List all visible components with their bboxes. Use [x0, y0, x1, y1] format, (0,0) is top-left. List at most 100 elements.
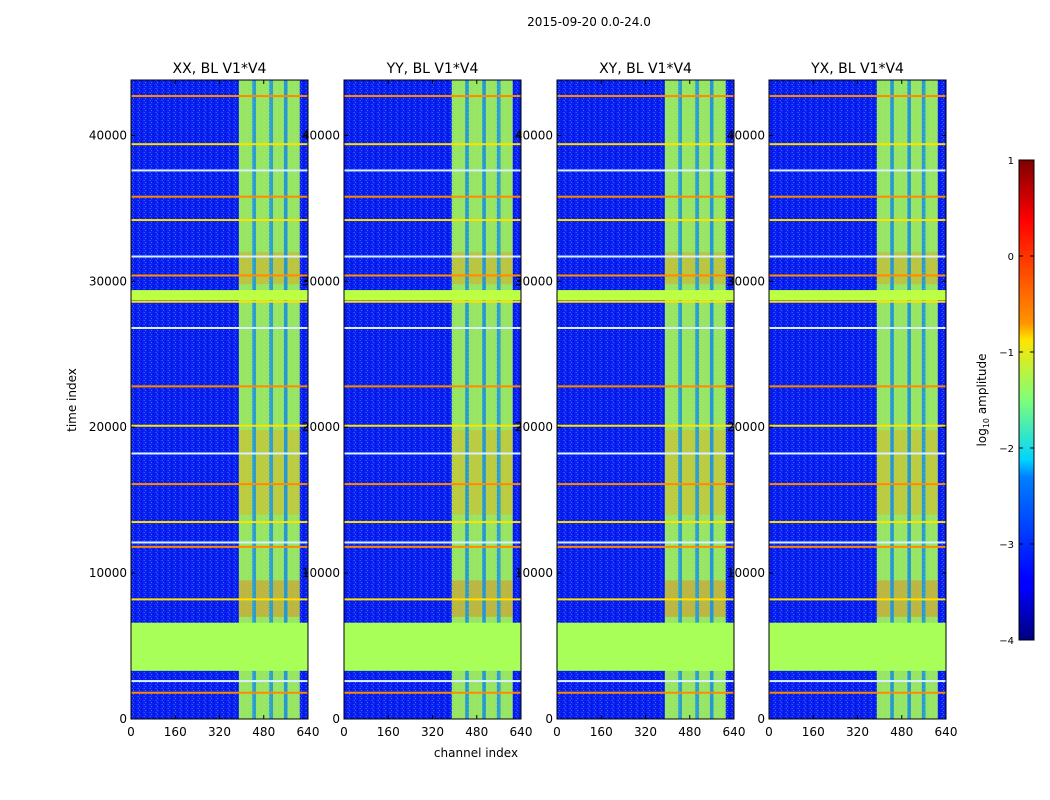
- colorbar-tick-label: −1: [999, 348, 1014, 359]
- x-tick-label: 480: [678, 725, 701, 739]
- rfi-row: [344, 274, 521, 277]
- rfi-row: [344, 385, 521, 388]
- bright-subband: [500, 80, 513, 719]
- bright-patch: [713, 430, 726, 515]
- y-tick-label: 0: [332, 712, 340, 726]
- rfi-row: [131, 452, 308, 455]
- rfi-row: [344, 452, 521, 455]
- bright-subband: [681, 80, 696, 719]
- heatmap-panels: XX, BL V1*V4 0 160 320 480 640 0 10000 20000 3000…: [89, 61, 958, 739]
- bright-patch: [485, 430, 497, 515]
- rfi-row: [344, 143, 521, 146]
- rfi-row: [131, 541, 308, 544]
- colorbar-ticks: 1 0 −1 −2 −3 −4: [999, 156, 1034, 647]
- panel-yx: YX, BL V1*V4 0 160 320 480 640 0 10000 20000 3000…: [727, 61, 958, 739]
- y-tick-label: 20000: [515, 420, 553, 434]
- x-tick-label: 480: [890, 725, 913, 739]
- rfi-row: [131, 598, 308, 601]
- flagged-row-block: [344, 290, 521, 301]
- bright-subband: [713, 80, 726, 719]
- rfi-row: [131, 385, 308, 388]
- heatmap-image: [769, 80, 946, 719]
- rfi-row: [557, 598, 734, 601]
- y-tick-label: 40000: [727, 128, 765, 142]
- flagged-row-block: [769, 290, 946, 301]
- y-tick-label: 10000: [515, 566, 553, 580]
- rfi-row: [769, 545, 946, 548]
- x-tick-label: 480: [465, 725, 488, 739]
- rfi-row: [131, 143, 308, 146]
- y-tick-label: 40000: [515, 128, 553, 142]
- x-tick-label: 160: [164, 725, 187, 739]
- bright-patch: [451, 430, 466, 515]
- panel-yy: YY, BL V1*V4 0 160 320 480 640 0 10000 20000 3000…: [302, 61, 533, 739]
- rfi-row: [769, 385, 946, 388]
- rfi-row: [131, 195, 308, 198]
- rfi-row: [131, 483, 308, 486]
- y-tick-label: 30000: [302, 274, 340, 288]
- bright-patch: [910, 430, 922, 515]
- colorbar-tick-label: −4: [999, 636, 1014, 647]
- y-tick-label: 30000: [515, 274, 553, 288]
- rfi-row: [344, 255, 521, 258]
- rfi-row: [557, 691, 734, 694]
- y-tick-label: 0: [545, 712, 553, 726]
- y-axis-label: time index: [65, 368, 79, 432]
- rfi-row: [131, 424, 308, 427]
- bright-patch: [238, 430, 253, 515]
- rfi-row: [557, 274, 734, 277]
- rfi-row: [769, 219, 946, 222]
- rfi-row: [344, 219, 521, 222]
- rfi-row: [769, 680, 946, 683]
- colorbar-tick-label: 1: [1008, 156, 1014, 167]
- flagged-time-block: [769, 622, 946, 671]
- panel-title: XY, BL V1*V4: [599, 61, 692, 77]
- rfi-row: [557, 195, 734, 198]
- y-tick-label: 30000: [89, 274, 127, 288]
- rfi-row: [557, 545, 734, 548]
- colorbar-gradient: [1018, 159, 1035, 641]
- rfi-row: [131, 169, 308, 172]
- rfi-row: [557, 424, 734, 427]
- rfi-row: [557, 95, 734, 98]
- rfi-row: [769, 483, 946, 486]
- x-tick-label: 0: [553, 725, 561, 739]
- rfi-row: [344, 598, 521, 601]
- rfi-row: [557, 327, 734, 330]
- rfi-row: [344, 680, 521, 683]
- rfi-row: [769, 541, 946, 544]
- bright-subband: [451, 80, 466, 719]
- bright-subband: [272, 80, 284, 719]
- rfi-row: [557, 680, 734, 683]
- x-tick-label: 160: [802, 725, 825, 739]
- panel-xx: XX, BL V1*V4 0 160 320 480 640 0 10000 20000 3000…: [89, 61, 320, 739]
- bright-subband: [893, 80, 908, 719]
- rfi-row: [131, 274, 308, 277]
- bright-patch: [698, 430, 710, 515]
- panel-title: YY, BL V1*V4: [386, 61, 479, 77]
- rfi-row: [344, 521, 521, 524]
- rfi-row: [769, 169, 946, 172]
- bright-subband: [485, 80, 497, 719]
- bright-patch: [287, 430, 300, 515]
- rfi-row: [769, 195, 946, 198]
- y-tick-label: 40000: [302, 128, 340, 142]
- rfi-row: [131, 300, 308, 303]
- x-tick-label: 0: [127, 725, 135, 739]
- y-tick-label: 30000: [727, 274, 765, 288]
- rfi-row: [769, 300, 946, 303]
- rfi-row: [131, 219, 308, 222]
- colorbar: 1 0 −1 −2 −3 −4 log10 amplitude: [975, 156, 1035, 647]
- y-tick-label: 20000: [302, 420, 340, 434]
- x-tick-label: 640: [935, 725, 958, 739]
- heatmap-image: [344, 80, 521, 719]
- panel-title: YX, BL V1*V4: [810, 61, 904, 77]
- bright-subband: [238, 80, 253, 719]
- rfi-row: [769, 327, 946, 330]
- bright-subband: [925, 80, 938, 719]
- bright-patch: [272, 252, 284, 285]
- rfi-row: [769, 521, 946, 524]
- rfi-row: [344, 195, 521, 198]
- x-tick-label: 0: [340, 725, 348, 739]
